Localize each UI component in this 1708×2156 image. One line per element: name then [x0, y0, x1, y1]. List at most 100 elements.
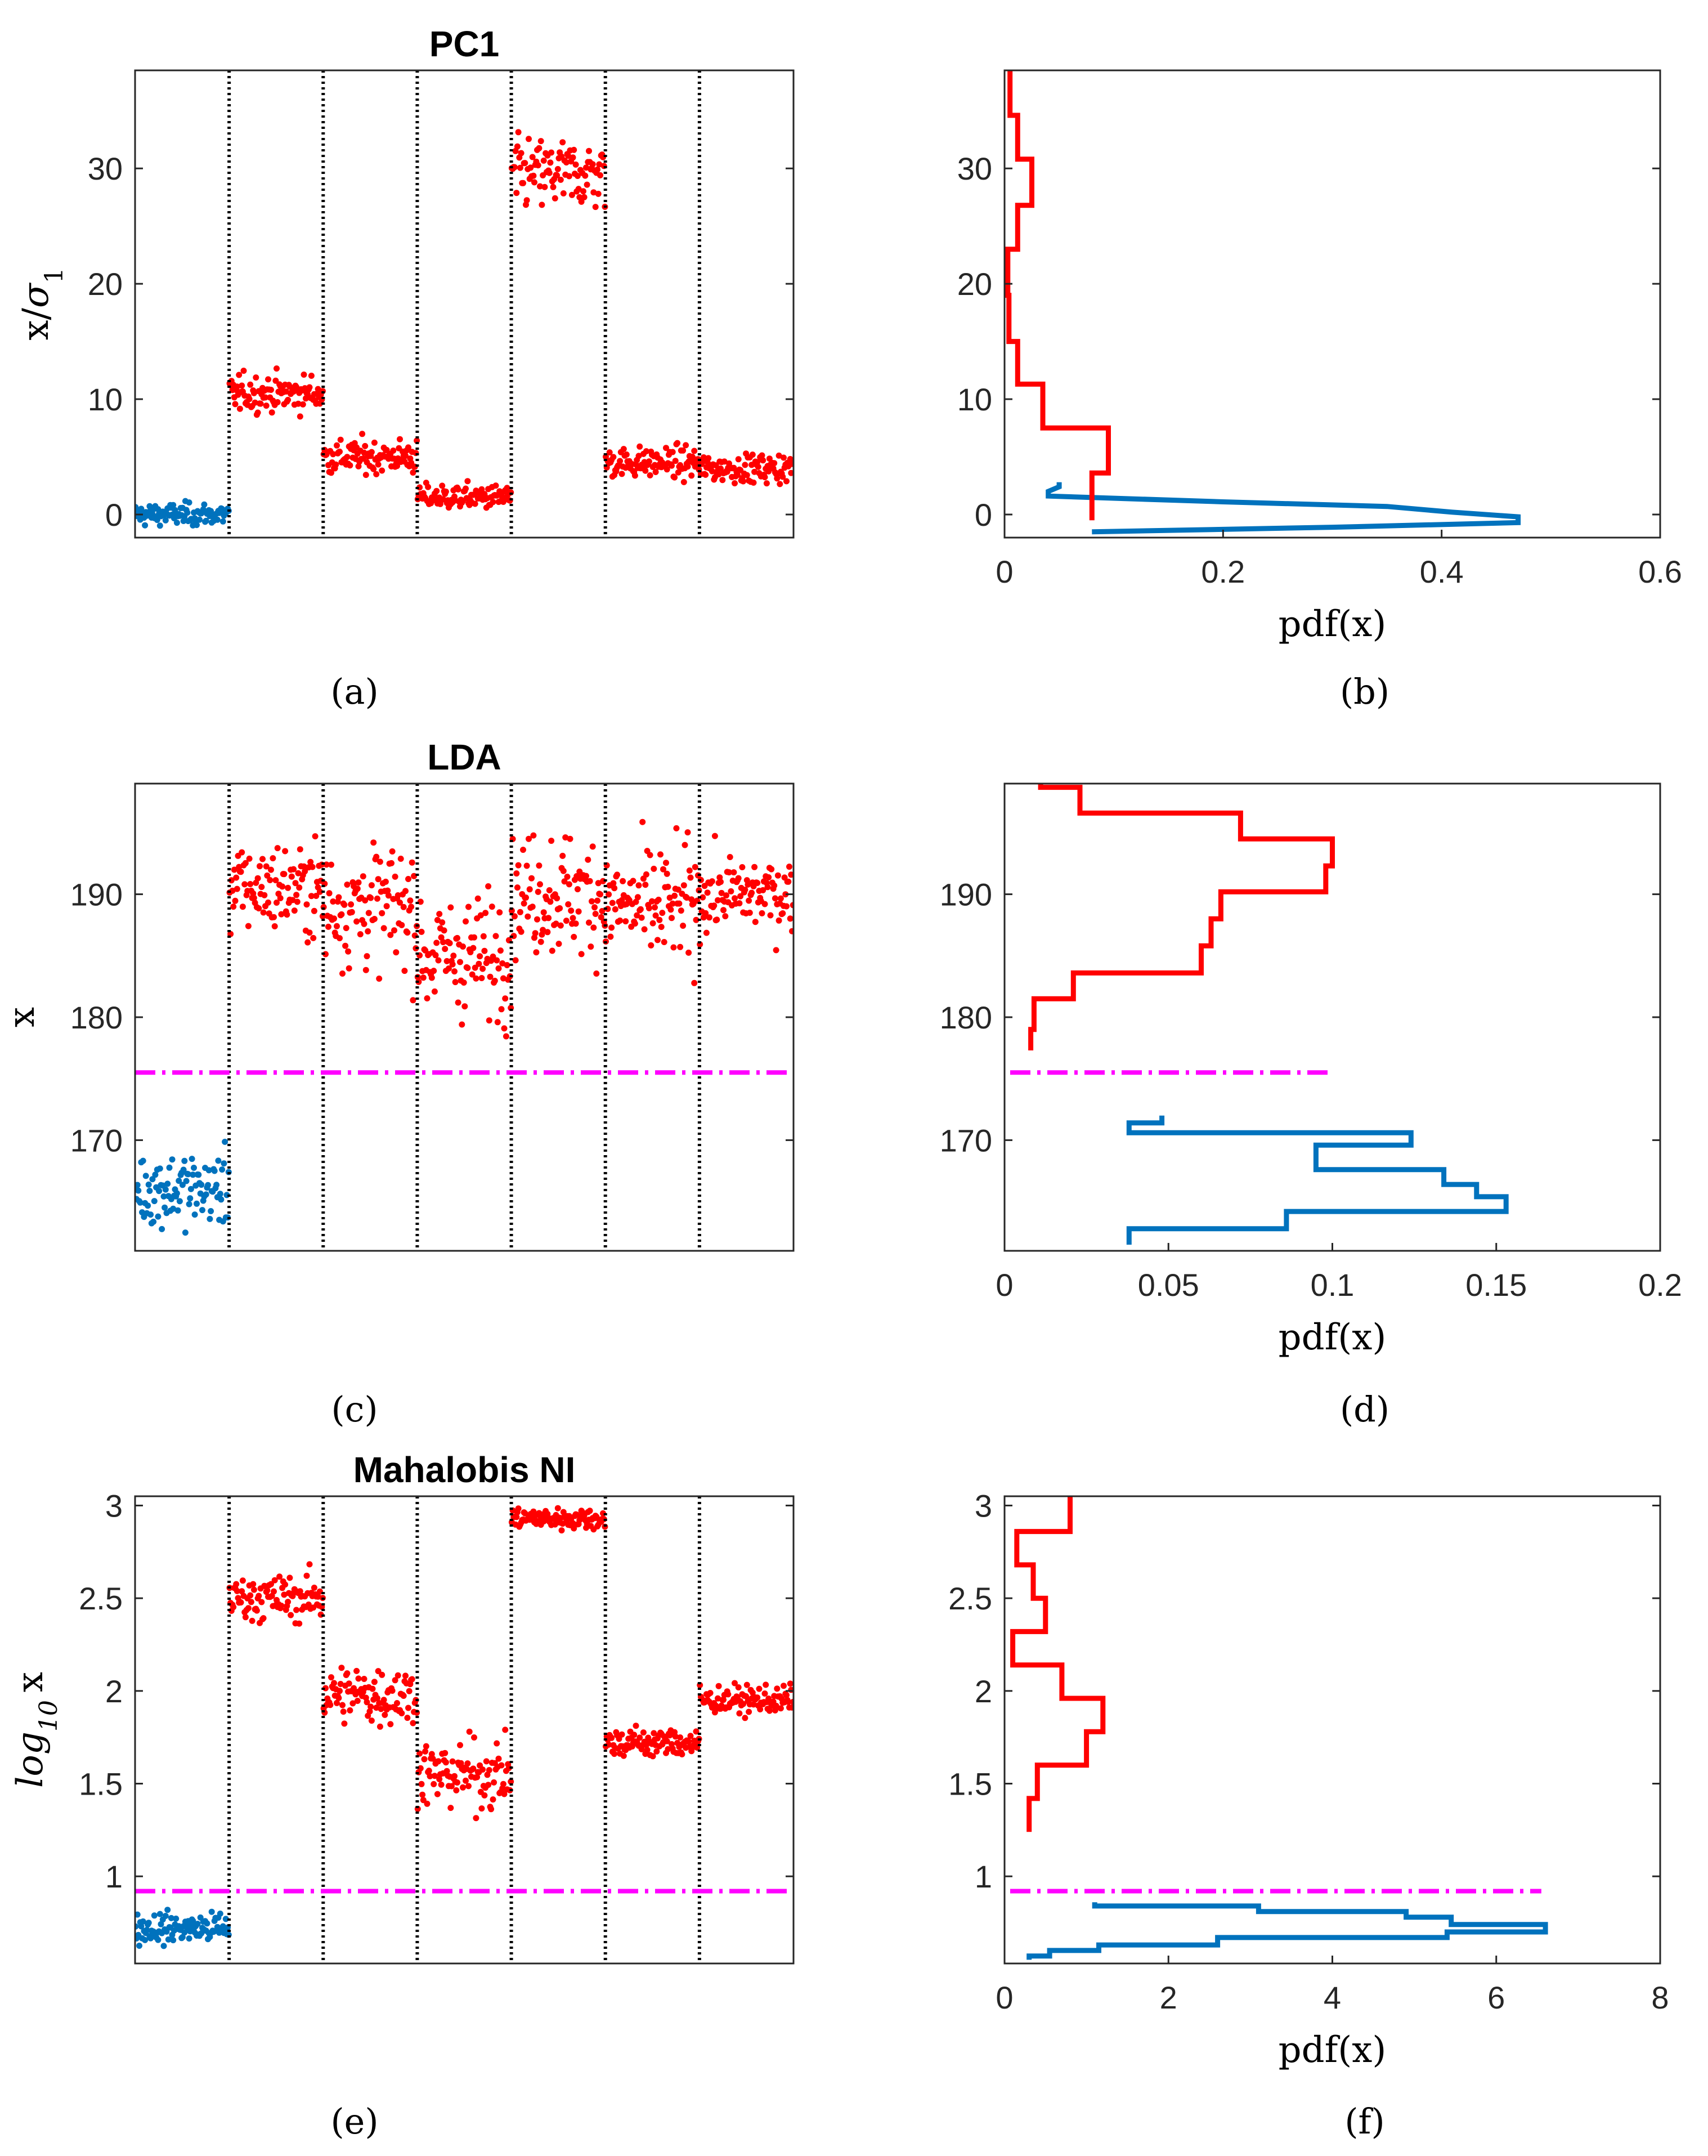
- point-fault-256: [373, 853, 380, 860]
- point-fault-482: [586, 147, 592, 154]
- point-fault-348: [460, 1784, 466, 1791]
- point-normal-87: [214, 516, 221, 523]
- point-normal-58: [187, 1195, 194, 1202]
- point-fault-139: [263, 402, 270, 409]
- point-normal-15: [146, 1188, 153, 1194]
- point-fault-587: [684, 829, 691, 836]
- point-normal-28: [159, 1225, 165, 1232]
- point-fault-661: [754, 880, 761, 886]
- point-normal-96: [222, 1916, 229, 1922]
- x-tick-label-0: 0: [996, 1267, 1013, 1303]
- point-fault-448: [554, 172, 561, 178]
- point-fault-136: [260, 1615, 267, 1622]
- point-fault-613: [709, 878, 715, 885]
- point-fault-345: [457, 959, 463, 965]
- point-fault-683: [774, 872, 781, 879]
- point-fault-620: [715, 471, 722, 478]
- point-fault-307: [421, 1756, 428, 1763]
- point-fault-327: [440, 939, 446, 946]
- point-normal-53: [182, 1229, 189, 1236]
- point-fault-378: [488, 1806, 495, 1813]
- point-fault-340: [452, 979, 459, 986]
- point-fault-341: [453, 1787, 460, 1793]
- point-fault-521: [622, 918, 629, 925]
- point-fault-131: [255, 905, 262, 912]
- point-normal-73: [201, 501, 208, 508]
- plot-area-b: [1005, 70, 1521, 535]
- point-fault-570: [669, 915, 675, 922]
- point-fault-682: [774, 475, 781, 482]
- point-fault-101: [227, 931, 234, 937]
- point-fault-626: [721, 458, 728, 465]
- point-fault-148: [271, 923, 278, 929]
- point-fault-477: [581, 194, 588, 200]
- y-tick-label-2: 20: [957, 266, 992, 302]
- point-fault-585: [683, 442, 689, 449]
- point-fault-222: [341, 1720, 348, 1727]
- point-fault-620: [715, 1683, 722, 1689]
- point-fault-434: [540, 909, 547, 916]
- point-fault-630: [725, 1691, 732, 1698]
- point-fault-162: [285, 1599, 292, 1605]
- point-fault-107: [233, 874, 240, 881]
- point-fault-308: [422, 1748, 429, 1755]
- point-fault-657: [750, 479, 757, 486]
- point-fault-111: [236, 405, 243, 412]
- point-fault-452: [557, 176, 564, 183]
- point-normal-40: [170, 1205, 177, 1212]
- point-fault-169: [291, 907, 298, 914]
- y-tick-label-2: 2: [975, 1674, 992, 1709]
- point-normal-55: [184, 509, 191, 516]
- point-fault-289: [404, 929, 411, 936]
- point-fault-260: [376, 1723, 383, 1730]
- point-fault-546: [645, 905, 652, 911]
- point-fault-159: [282, 1581, 289, 1588]
- point-fault-114: [239, 1577, 246, 1584]
- point-fault-441: [547, 898, 554, 905]
- point-fault-530: [631, 1732, 638, 1738]
- point-fault-505: [607, 933, 614, 940]
- point-fault-393: [502, 1726, 509, 1733]
- point-fault-547: [647, 852, 653, 858]
- point-fault-359: [470, 1765, 477, 1772]
- point-fault-643: [737, 893, 744, 900]
- point-fault-151: [274, 399, 281, 405]
- y-tick-label-3: 2.5: [79, 1581, 123, 1616]
- point-fault-492: [595, 880, 602, 887]
- y-tick-label-4: 3: [105, 1488, 123, 1523]
- point-fault-382: [491, 977, 498, 984]
- point-fault-553: [652, 912, 659, 919]
- point-fault-429: [536, 862, 543, 869]
- point-normal-80: [208, 1208, 214, 1214]
- point-fault-258: [375, 876, 382, 883]
- panel-label-e: (e): [330, 2101, 378, 2142]
- point-fault-404: [512, 957, 519, 964]
- point-fault-102: [228, 877, 235, 884]
- panel-label-b: (b): [1340, 671, 1389, 712]
- point-fault-339: [451, 968, 458, 975]
- point-fault-260: [376, 858, 383, 865]
- point-fault-258: [375, 1668, 382, 1675]
- point-fault-126: [250, 1586, 257, 1593]
- point-fault-310: [424, 1800, 431, 1807]
- point-fault-110: [236, 372, 243, 378]
- point-fault-582: [680, 923, 687, 929]
- point-fault-320: [433, 940, 440, 946]
- point-fault-652: [746, 897, 752, 904]
- point-fault-179: [301, 372, 307, 378]
- point-fault-173: [295, 400, 302, 407]
- point-fault-529: [630, 878, 636, 884]
- point-fault-494: [597, 891, 603, 898]
- point-fault-577: [675, 886, 682, 893]
- point-fault-345: [457, 1742, 463, 1748]
- point-fault-162: [285, 884, 292, 891]
- point-fault-502: [604, 906, 611, 913]
- point-fault-470: [574, 886, 581, 893]
- point-fault-694: [785, 878, 792, 885]
- point-fault-256: [373, 1705, 380, 1711]
- axes-box: [134, 1495, 795, 1965]
- point-fault-305: [419, 1791, 426, 1798]
- point-fault-393: [502, 995, 509, 1002]
- point-normal-3: [135, 1187, 142, 1194]
- point-fault-245: [362, 967, 369, 973]
